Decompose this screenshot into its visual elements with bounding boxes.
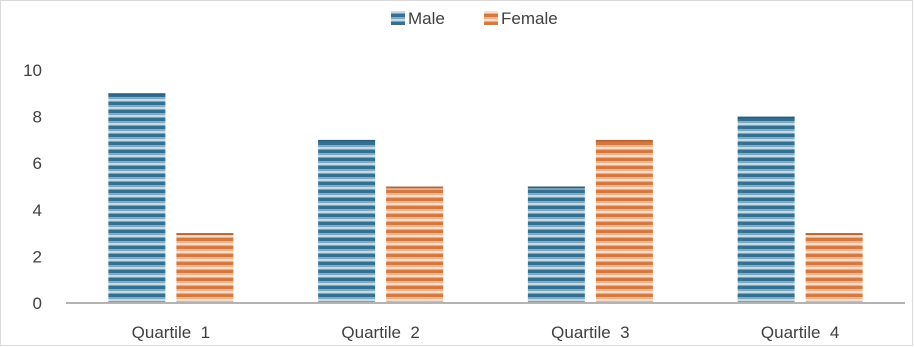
y-tick-label: 4 xyxy=(33,201,42,220)
legend-swatch-female xyxy=(484,11,498,25)
bar-male-2 xyxy=(318,139,376,303)
x-category-label: Quartile 1 xyxy=(132,323,210,342)
bar-top-edge xyxy=(595,139,653,142)
bar-female-4 xyxy=(805,233,863,303)
legend-swatch-male xyxy=(391,11,405,25)
y-axis-tick-labels: 0 2 4 6 8 10 xyxy=(23,61,42,313)
bar-top-edge xyxy=(108,93,166,96)
y-tick-label: 0 xyxy=(33,294,42,313)
bar-top-edge xyxy=(805,233,863,236)
bar-female-1 xyxy=(176,233,234,303)
bar-male-4 xyxy=(737,116,795,303)
y-tick-label: 10 xyxy=(23,61,42,80)
legend-label-male: Male xyxy=(408,9,445,28)
bar-top-edge xyxy=(176,233,234,236)
x-category-label: Quartile 2 xyxy=(341,323,419,342)
bar-top-edge xyxy=(386,186,444,189)
bar-top-edge xyxy=(527,186,585,189)
x-category-label: Quartile 4 xyxy=(761,323,839,342)
bars xyxy=(108,93,863,303)
bar-female-3 xyxy=(595,139,653,303)
bar-female-2 xyxy=(386,186,444,303)
y-tick-label: 6 xyxy=(33,154,42,173)
x-axis-category-labels: Quartile 1 Quartile 2 Quartile 3 Quartile 4 xyxy=(132,323,840,342)
y-tick-label: 8 xyxy=(33,108,42,127)
x-category-label: Quartile 3 xyxy=(551,323,629,342)
bar-top-edge xyxy=(737,116,795,119)
legend-label-female: Female xyxy=(501,9,558,28)
bar-male-1 xyxy=(108,93,166,303)
y-tick-label: 2 xyxy=(33,247,42,266)
chart-legend: Male Female xyxy=(391,9,558,28)
bar-male-3 xyxy=(527,186,585,303)
bar-top-edge xyxy=(318,139,376,142)
